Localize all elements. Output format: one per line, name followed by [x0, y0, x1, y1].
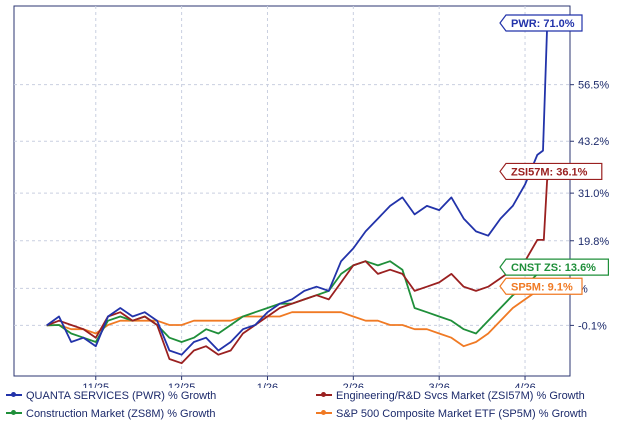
legend: QUANTA SERVICES (PWR) % Growth Engineeri…	[6, 388, 616, 428]
series-badge-box	[499, 162, 603, 181]
legend-swatch-pwr	[6, 392, 22, 398]
x-axis: 11/25 12/25 1/26 2/26 3/26 4/26	[82, 376, 536, 388]
legend-swatch-zsi57m	[316, 392, 332, 398]
x-tick-label: 1/26	[257, 382, 278, 388]
y-tick-label: %	[578, 283, 588, 295]
plot-frame	[13, 5, 571, 377]
legend-item-zsi57m: Engineering/R&D Svcs Market (ZSI57M) % G…	[316, 388, 585, 404]
legend-label-sp5m: S&P 500 Composite Market ETF (SP5M) % Gr…	[336, 408, 588, 420]
y-axis-labels: 56.5% 43.2% 31.0% 19.8%% -0.1%	[578, 80, 609, 333]
series-line-1	[46, 170, 553, 365]
series-badge-3: SP5M: 9.1%	[499, 277, 583, 295]
series-lines	[46, 22, 553, 365]
legend-item-sp5m: S&P 500 Composite Market ETF (SP5M) % Gr…	[316, 406, 587, 422]
legend-label-zsi57m: Engineering/R&D Svcs Market (ZSI57M) % G…	[336, 390, 585, 402]
y-tick-label: 31.0%	[578, 188, 609, 200]
series-badge-1: ZSI57M: 36.1%	[499, 162, 603, 181]
series-badge-label: PWR: 71.0%	[511, 18, 575, 30]
legend-item-pwr: QUANTA SERVICES (PWR) % Growth	[6, 388, 216, 404]
series-badge-box	[499, 258, 609, 276]
legend-label-zs8m: Construction Market (ZS8M) % Growth	[26, 408, 216, 420]
y-tick-label: 19.8%	[578, 236, 609, 248]
x-tick-label: 12/25	[168, 382, 196, 388]
y-tick-label: -0.1%	[578, 320, 607, 332]
series-badge-0: PWR: 71.0%	[499, 14, 583, 32]
legend-item-zs8m: Construction Market (ZS8M) % Growth	[6, 406, 216, 422]
series-line-0	[46, 22, 553, 356]
y-tick-label: 56.5%	[578, 80, 609, 92]
series-badge-box	[499, 14, 583, 32]
grid-lines	[13, 5, 574, 377]
y-tick-label: 43.2%	[578, 136, 609, 148]
x-tick-label: 11/25	[82, 382, 109, 388]
legend-swatch-sp5m	[316, 410, 332, 416]
legend-label-pwr: QUANTA SERVICES (PWR) % Growth	[26, 390, 217, 402]
series-badge-label: ZSI57M: 36.1%	[511, 166, 588, 178]
x-tick-label: 2/26	[343, 382, 364, 388]
series-badge-label: SP5M: 9.1%	[511, 281, 573, 293]
series-badge-label: CNST ZS: 13.6%	[511, 262, 596, 274]
series-badge-2: CNST ZS: 13.6%	[499, 258, 609, 276]
line-chart: 11/25 12/25 1/26 2/26 3/26 4/26 56.5% 43.2% 31.…	[13, 5, 609, 388]
x-tick-label: 4/26	[514, 382, 535, 388]
series-badge-box	[499, 277, 583, 295]
series-end-badges: PWR: 71.0% ZSI57M: 36.1% CNST ZS: 13.6% SP5…	[499, 14, 609, 295]
legend-swatch-zs8m	[6, 410, 22, 416]
x-tick-label: 3/26	[428, 382, 449, 388]
